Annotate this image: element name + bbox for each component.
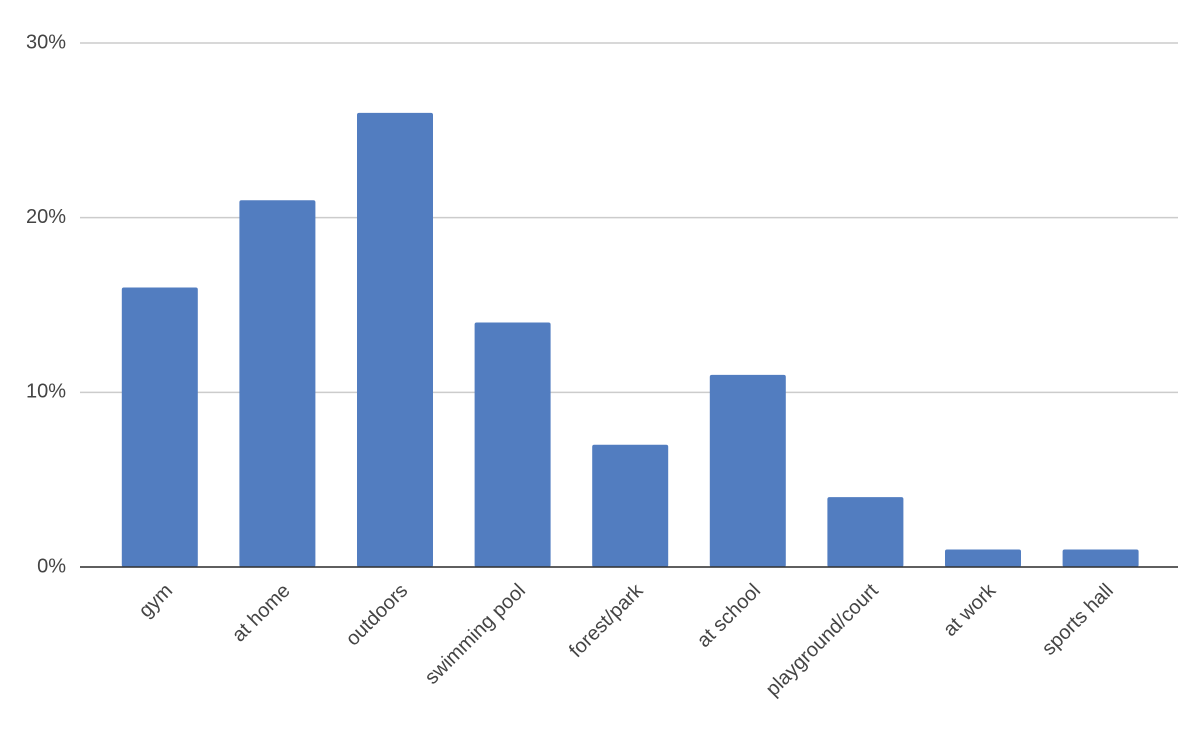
bar (239, 200, 316, 567)
x-tick-label: at home (228, 580, 295, 647)
x-tick-label: swimming pool (421, 580, 530, 689)
y-tick-label: 0% (37, 555, 66, 577)
x-tick-label: outdoors (342, 580, 413, 651)
bar (474, 322, 551, 567)
bar (357, 112, 433, 567)
y-tick-label: 30% (26, 31, 66, 53)
x-tick-label: playground/court (762, 579, 883, 700)
x-tick-label: forest/park (565, 579, 648, 662)
x-tick-label: at school (693, 580, 765, 652)
x-tick-label: sports hall (1038, 580, 1118, 660)
y-tick-label: 20% (26, 206, 66, 228)
bar (592, 444, 669, 567)
x-tick-label: gym (135, 580, 177, 622)
x-tick-label: at work (939, 579, 1001, 641)
y-tick-label: 10% (26, 381, 66, 403)
bar (945, 549, 1021, 567)
bar (1062, 549, 1139, 567)
bar (709, 374, 786, 567)
bar (827, 497, 904, 567)
bar (121, 287, 198, 567)
